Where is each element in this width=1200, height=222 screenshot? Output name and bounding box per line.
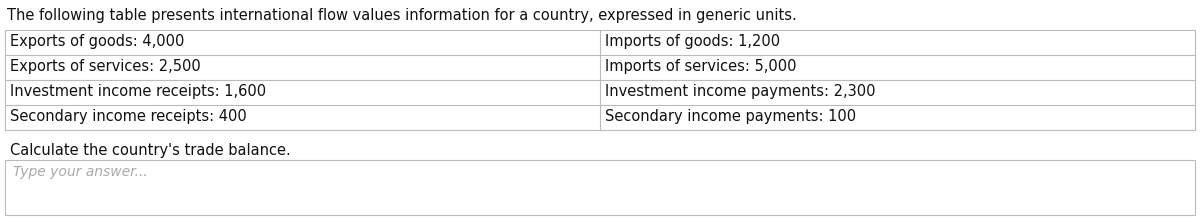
Text: Investment income payments: 2,300: Investment income payments: 2,300 <box>605 84 876 99</box>
Text: Secondary income payments: 100: Secondary income payments: 100 <box>605 109 856 124</box>
Text: The following table presents international flow values information for a country: The following table presents internation… <box>7 8 797 23</box>
Text: Imports of services: 5,000: Imports of services: 5,000 <box>605 59 797 74</box>
Text: Exports of services: 2,500: Exports of services: 2,500 <box>10 59 200 74</box>
Text: Exports of goods: 4,000: Exports of goods: 4,000 <box>10 34 185 49</box>
Text: Secondary income receipts: 400: Secondary income receipts: 400 <box>10 109 247 124</box>
Bar <box>5 160 1195 215</box>
Text: Calculate the country's trade balance.: Calculate the country's trade balance. <box>10 143 290 158</box>
Text: Investment income receipts: 1,600: Investment income receipts: 1,600 <box>10 84 266 99</box>
Bar <box>5 30 1195 130</box>
Text: Type your answer...: Type your answer... <box>13 165 148 179</box>
Text: Imports of goods: 1,200: Imports of goods: 1,200 <box>605 34 780 49</box>
